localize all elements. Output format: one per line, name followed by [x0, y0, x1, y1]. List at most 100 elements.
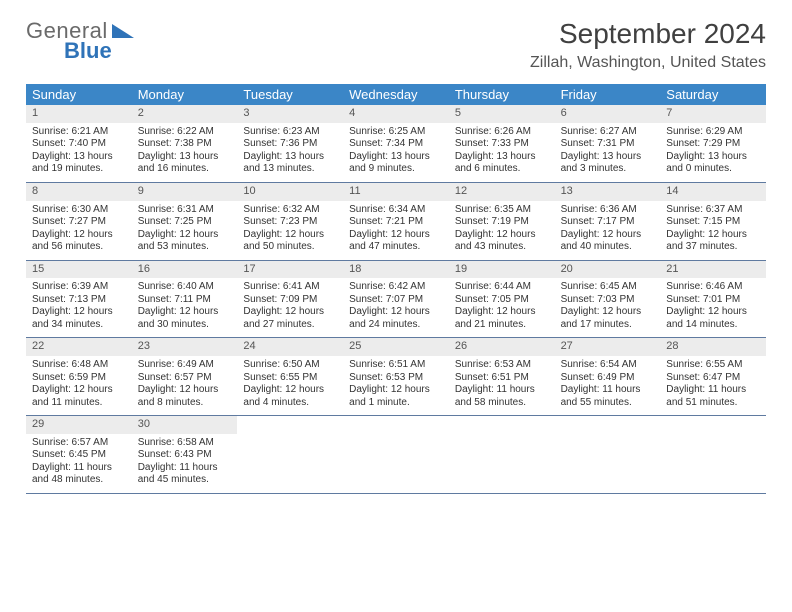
day-number: 9	[132, 183, 238, 201]
day-number: 19	[449, 261, 555, 279]
day-body: Sunrise: 6:51 AMSunset: 6:53 PMDaylight:…	[343, 356, 449, 415]
sunrise-line: Sunrise: 6:42 AM	[349, 281, 443, 294]
daylight-line: Daylight: 12 hours and 53 minutes.	[138, 229, 232, 254]
calendar-day-cell: 8Sunrise: 6:30 AMSunset: 7:27 PMDaylight…	[26, 183, 132, 260]
daylight-line: Daylight: 12 hours and 4 minutes.	[243, 384, 337, 409]
sunset-line: Sunset: 7:21 PM	[349, 216, 443, 229]
calendar-day-cell: 6Sunrise: 6:27 AMSunset: 7:31 PMDaylight…	[555, 105, 661, 182]
calendar-day-cell: 2Sunrise: 6:22 AMSunset: 7:38 PMDaylight…	[132, 105, 238, 182]
day-body: Sunrise: 6:36 AMSunset: 7:17 PMDaylight:…	[555, 201, 661, 260]
day-body: Sunrise: 6:55 AMSunset: 6:47 PMDaylight:…	[660, 356, 766, 415]
day-body: Sunrise: 6:32 AMSunset: 7:23 PMDaylight:…	[237, 201, 343, 260]
calendar-day-cell: 18Sunrise: 6:42 AMSunset: 7:07 PMDayligh…	[343, 261, 449, 338]
day-body: Sunrise: 6:57 AMSunset: 6:45 PMDaylight:…	[26, 434, 132, 493]
calendar-day-cell: 10Sunrise: 6:32 AMSunset: 7:23 PMDayligh…	[237, 183, 343, 260]
sunset-line: Sunset: 7:29 PM	[666, 138, 760, 151]
sunrise-line: Sunrise: 6:37 AM	[666, 204, 760, 217]
day-number: 5	[449, 105, 555, 123]
daylight-line: Daylight: 12 hours and 24 minutes.	[349, 306, 443, 331]
day-number: 26	[449, 338, 555, 356]
daylight-line: Daylight: 13 hours and 13 minutes.	[243, 151, 337, 176]
calendar-body: 1Sunrise: 6:21 AMSunset: 7:40 PMDaylight…	[26, 105, 766, 494]
sunset-line: Sunset: 7:27 PM	[32, 216, 126, 229]
day-number: 30	[132, 416, 238, 434]
calendar-day-cell: 7Sunrise: 6:29 AMSunset: 7:29 PMDaylight…	[660, 105, 766, 182]
calendar-day-cell: 26Sunrise: 6:53 AMSunset: 6:51 PMDayligh…	[449, 338, 555, 415]
daylight-line: Daylight: 11 hours and 45 minutes.	[138, 462, 232, 487]
day-body: Sunrise: 6:58 AMSunset: 6:43 PMDaylight:…	[132, 434, 238, 493]
sunset-line: Sunset: 7:15 PM	[666, 216, 760, 229]
daylight-line: Daylight: 13 hours and 3 minutes.	[561, 151, 655, 176]
sunrise-line: Sunrise: 6:21 AM	[32, 126, 126, 139]
calendar-day-cell: 5Sunrise: 6:26 AMSunset: 7:33 PMDaylight…	[449, 105, 555, 182]
day-body: Sunrise: 6:42 AMSunset: 7:07 PMDaylight:…	[343, 278, 449, 337]
calendar-week-row: 15Sunrise: 6:39 AMSunset: 7:13 PMDayligh…	[26, 261, 766, 339]
sunrise-line: Sunrise: 6:34 AM	[349, 204, 443, 217]
weekday-header: Friday	[555, 84, 661, 105]
sunset-line: Sunset: 6:45 PM	[32, 449, 126, 462]
day-body: Sunrise: 6:50 AMSunset: 6:55 PMDaylight:…	[237, 356, 343, 415]
sunrise-line: Sunrise: 6:54 AM	[561, 359, 655, 372]
day-body: Sunrise: 6:30 AMSunset: 7:27 PMDaylight:…	[26, 201, 132, 260]
day-body: Sunrise: 6:27 AMSunset: 7:31 PMDaylight:…	[555, 123, 661, 182]
calendar-day-cell: 3Sunrise: 6:23 AMSunset: 7:36 PMDaylight…	[237, 105, 343, 182]
weekday-header-row: Sunday Monday Tuesday Wednesday Thursday…	[26, 84, 766, 105]
day-number: 8	[26, 183, 132, 201]
calendar-day-cell: 9Sunrise: 6:31 AMSunset: 7:25 PMDaylight…	[132, 183, 238, 260]
daylight-line: Daylight: 12 hours and 47 minutes.	[349, 229, 443, 254]
sunset-line: Sunset: 7:07 PM	[349, 294, 443, 307]
calendar-day-cell: 4Sunrise: 6:25 AMSunset: 7:34 PMDaylight…	[343, 105, 449, 182]
daylight-line: Daylight: 12 hours and 8 minutes.	[138, 384, 232, 409]
daylight-line: Daylight: 12 hours and 30 minutes.	[138, 306, 232, 331]
calendar-empty-cell	[555, 416, 661, 493]
day-body: Sunrise: 6:23 AMSunset: 7:36 PMDaylight:…	[237, 123, 343, 182]
day-number: 1	[26, 105, 132, 123]
calendar-day-cell: 21Sunrise: 6:46 AMSunset: 7:01 PMDayligh…	[660, 261, 766, 338]
calendar-day-cell: 20Sunrise: 6:45 AMSunset: 7:03 PMDayligh…	[555, 261, 661, 338]
day-body: Sunrise: 6:26 AMSunset: 7:33 PMDaylight:…	[449, 123, 555, 182]
calendar-day-cell: 25Sunrise: 6:51 AMSunset: 6:53 PMDayligh…	[343, 338, 449, 415]
day-body: Sunrise: 6:40 AMSunset: 7:11 PMDaylight:…	[132, 278, 238, 337]
sunrise-line: Sunrise: 6:50 AM	[243, 359, 337, 372]
daylight-line: Daylight: 12 hours and 14 minutes.	[666, 306, 760, 331]
sunset-line: Sunset: 7:38 PM	[138, 138, 232, 151]
day-number: 20	[555, 261, 661, 279]
daylight-line: Daylight: 11 hours and 58 minutes.	[455, 384, 549, 409]
day-body: Sunrise: 6:34 AMSunset: 7:21 PMDaylight:…	[343, 201, 449, 260]
day-body: Sunrise: 6:45 AMSunset: 7:03 PMDaylight:…	[555, 278, 661, 337]
sunset-line: Sunset: 7:17 PM	[561, 216, 655, 229]
daylight-line: Daylight: 12 hours and 43 minutes.	[455, 229, 549, 254]
calendar-day-cell: 23Sunrise: 6:49 AMSunset: 6:57 PMDayligh…	[132, 338, 238, 415]
calendar-day-cell: 19Sunrise: 6:44 AMSunset: 7:05 PMDayligh…	[449, 261, 555, 338]
sunrise-line: Sunrise: 6:49 AM	[138, 359, 232, 372]
daylight-line: Daylight: 11 hours and 55 minutes.	[561, 384, 655, 409]
sunset-line: Sunset: 7:11 PM	[138, 294, 232, 307]
day-body: Sunrise: 6:41 AMSunset: 7:09 PMDaylight:…	[237, 278, 343, 337]
sunrise-line: Sunrise: 6:31 AM	[138, 204, 232, 217]
day-number: 21	[660, 261, 766, 279]
calendar-day-cell: 22Sunrise: 6:48 AMSunset: 6:59 PMDayligh…	[26, 338, 132, 415]
calendar-day-cell: 15Sunrise: 6:39 AMSunset: 7:13 PMDayligh…	[26, 261, 132, 338]
weekday-header: Monday	[132, 84, 238, 105]
sunrise-line: Sunrise: 6:44 AM	[455, 281, 549, 294]
calendar-week-row: 1Sunrise: 6:21 AMSunset: 7:40 PMDaylight…	[26, 105, 766, 183]
calendar-day-cell: 12Sunrise: 6:35 AMSunset: 7:19 PMDayligh…	[449, 183, 555, 260]
sunset-line: Sunset: 7:23 PM	[243, 216, 337, 229]
sunrise-line: Sunrise: 6:51 AM	[349, 359, 443, 372]
day-body: Sunrise: 6:54 AMSunset: 6:49 PMDaylight:…	[555, 356, 661, 415]
daylight-line: Daylight: 13 hours and 19 minutes.	[32, 151, 126, 176]
daylight-line: Daylight: 12 hours and 11 minutes.	[32, 384, 126, 409]
calendar-empty-cell	[660, 416, 766, 493]
calendar-day-cell: 14Sunrise: 6:37 AMSunset: 7:15 PMDayligh…	[660, 183, 766, 260]
sunrise-line: Sunrise: 6:25 AM	[349, 126, 443, 139]
calendar-day-cell: 30Sunrise: 6:58 AMSunset: 6:43 PMDayligh…	[132, 416, 238, 493]
day-body: Sunrise: 6:25 AMSunset: 7:34 PMDaylight:…	[343, 123, 449, 182]
daylight-line: Daylight: 12 hours and 40 minutes.	[561, 229, 655, 254]
day-number: 18	[343, 261, 449, 279]
sunrise-line: Sunrise: 6:26 AM	[455, 126, 549, 139]
sunrise-line: Sunrise: 6:22 AM	[138, 126, 232, 139]
calendar-week-row: 22Sunrise: 6:48 AMSunset: 6:59 PMDayligh…	[26, 338, 766, 416]
sunset-line: Sunset: 6:49 PM	[561, 372, 655, 385]
sunset-line: Sunset: 6:51 PM	[455, 372, 549, 385]
day-number: 25	[343, 338, 449, 356]
